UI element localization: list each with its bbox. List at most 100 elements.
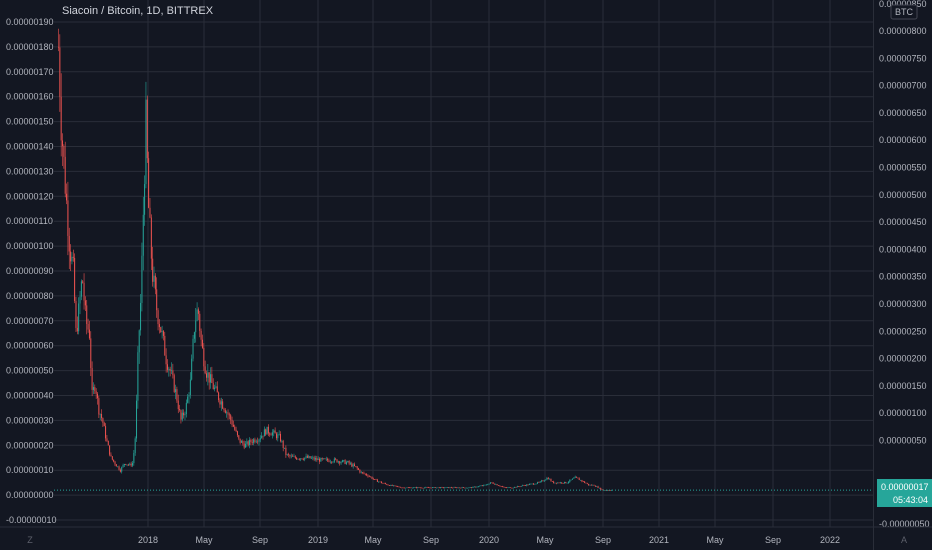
candle: [523, 484, 525, 486]
candle-body: [157, 310, 159, 325]
candle: [269, 432, 271, 437]
candle: [110, 452, 112, 457]
candle: [368, 475, 370, 478]
candle: [156, 277, 158, 318]
candle: [461, 486, 463, 489]
candle-body: [349, 463, 351, 464]
candle: [94, 384, 96, 394]
candle: [211, 366, 213, 384]
candle: [514, 486, 516, 489]
left-axis-label: 0.00000000: [6, 490, 54, 500]
right-axis-label: 0.00000500: [879, 190, 927, 200]
candle: [148, 151, 150, 209]
time-axis[interactable]: 2018 May Sep 2019 May Sep 2020 May Sep 2021 May Sep…: [0, 526, 932, 545]
candle: [592, 484, 594, 486]
candle: [82, 279, 84, 284]
candle-body: [387, 484, 389, 486]
auto-scale-toggle[interactable]: A: [901, 535, 907, 545]
candle: [253, 437, 255, 446]
candle: [425, 486, 427, 489]
candle-body: [319, 458, 321, 462]
candle-body: [375, 479, 377, 480]
candle: [411, 487, 413, 489]
candle-body: [515, 486, 517, 488]
candle: [76, 316, 78, 335]
candle-body: [589, 484, 591, 486]
candle-body: [306, 456, 308, 458]
candle-body: [452, 487, 454, 489]
candle: [558, 482, 560, 484]
candle: [441, 486, 443, 488]
candle-body: [277, 434, 279, 439]
candle: [160, 326, 162, 333]
candle: [456, 487, 458, 489]
candle: [374, 479, 376, 480]
candle: [161, 325, 163, 339]
right-axis-label: 0.00000750: [879, 53, 927, 63]
candle-body: [216, 386, 218, 393]
candle-body: [223, 408, 225, 411]
candle-body: [378, 481, 380, 483]
left-price-axis[interactable]: 0.00000190 0.00000180 0.00000170 0.00000160…: [6, 17, 57, 525]
candle: [70, 244, 72, 272]
candle-body: [146, 99, 148, 159]
candle-body: [410, 487, 412, 489]
candle: [273, 429, 275, 437]
candle: [372, 477, 374, 480]
candle: [297, 458, 299, 460]
candle-body: [161, 331, 163, 333]
candle-body: [168, 368, 170, 370]
candle: [208, 372, 210, 390]
candle: [524, 484, 526, 487]
candle-body: [127, 464, 129, 466]
candle: [67, 181, 69, 256]
candle-body: [422, 487, 424, 489]
candle: [340, 461, 342, 465]
candle: [362, 471, 364, 475]
x-axis-label: May: [536, 535, 554, 545]
candle-body: [592, 484, 594, 486]
right-price-axis[interactable]: 0.000008500.000008000.000007500.00000700…: [879, 0, 930, 529]
candle: [80, 279, 82, 301]
x-axis-label: May: [364, 535, 382, 545]
candle: [410, 487, 412, 489]
candle: [376, 478, 378, 482]
candle: [417, 487, 419, 489]
candle: [504, 487, 506, 489]
candle-body: [324, 458, 326, 460]
candle: [257, 437, 259, 445]
candle: [554, 482, 556, 484]
price-badge-countdown: 05:43:04: [893, 495, 928, 505]
candle-body: [317, 458, 319, 460]
candle: [402, 487, 404, 489]
candle: [140, 293, 142, 336]
candle-body: [187, 396, 189, 403]
candle-body: [524, 485, 526, 487]
candle: [453, 486, 455, 488]
candle: [281, 439, 283, 443]
candle: [188, 392, 190, 404]
candle: [593, 484, 595, 486]
x-axis-label: 2018: [138, 535, 158, 545]
candle: [226, 410, 228, 418]
candle-body: [604, 490, 606, 491]
candle: [543, 479, 545, 482]
candle-body: [110, 454, 112, 457]
candle-body: [109, 445, 111, 455]
candle-body: [156, 289, 158, 311]
candle: [102, 417, 104, 428]
candle-body: [243, 443, 245, 448]
timezone-toggle[interactable]: Z: [27, 535, 33, 545]
candle-body: [559, 482, 561, 484]
symbol-title[interactable]: Siacoin / Bitcoin, 1D, BITTREX: [62, 5, 213, 17]
candle-body: [341, 460, 343, 463]
candle-body: [421, 487, 423, 489]
candle-body: [339, 461, 341, 464]
candle: [405, 487, 407, 489]
candle: [79, 291, 81, 315]
candle-body: [516, 486, 518, 488]
candle-body: [236, 431, 238, 436]
candle-body: [215, 386, 217, 388]
candle-body: [594, 485, 596, 487]
